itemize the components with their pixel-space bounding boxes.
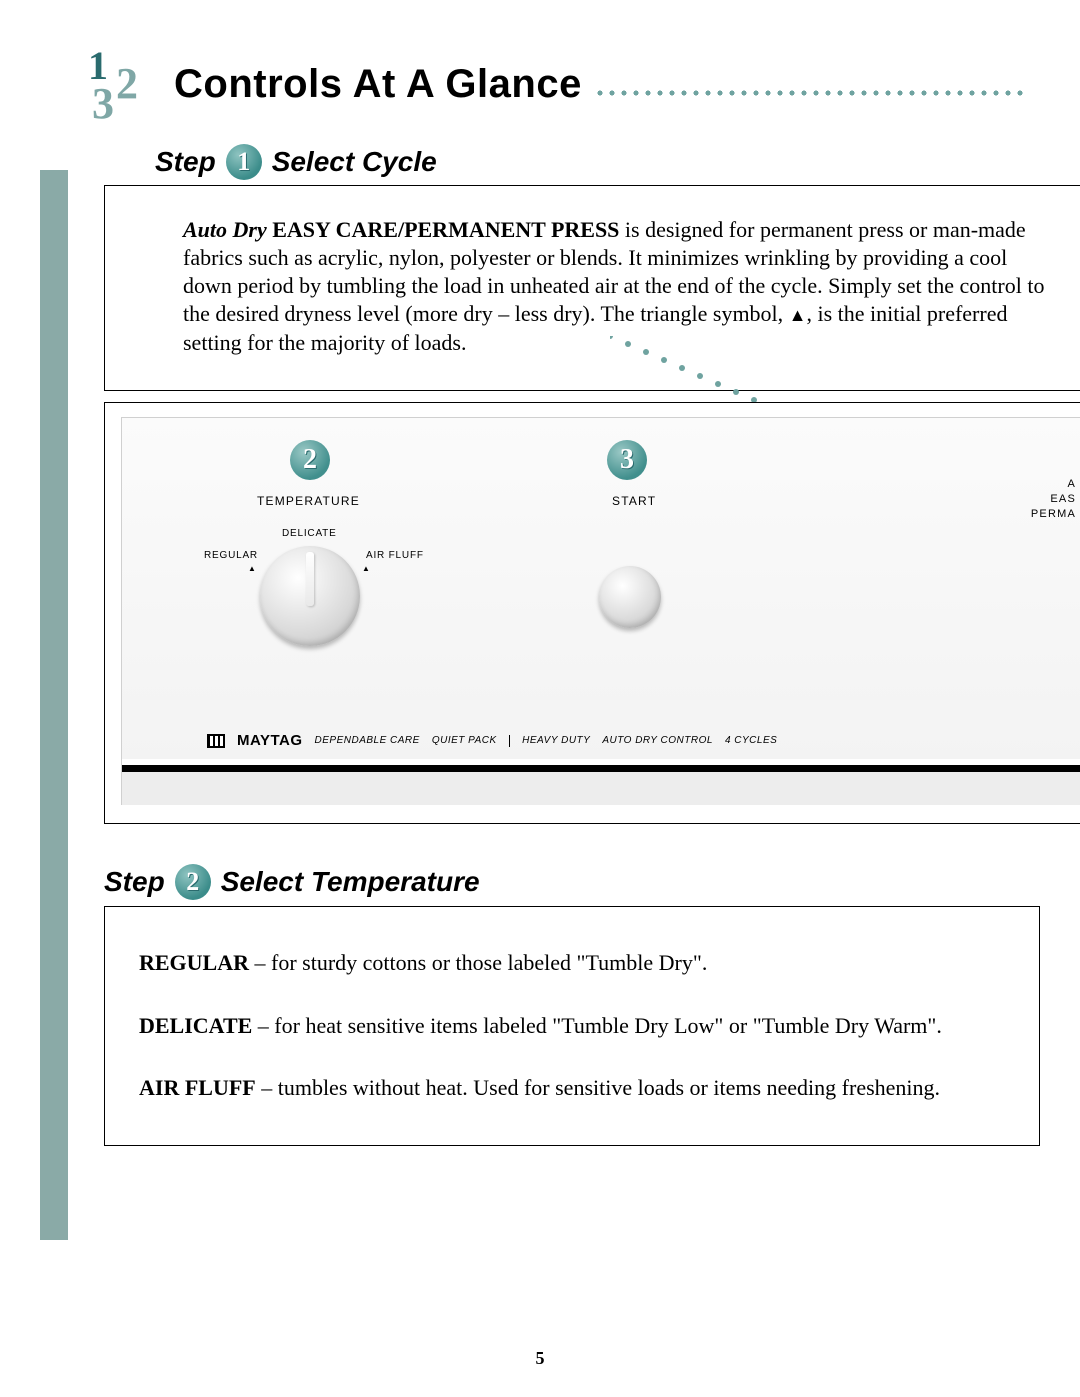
step1-label: Select Cycle [272,146,437,178]
airfluff-label: AIR FLUFF [366,550,424,561]
cutoff-a: A [1067,478,1076,490]
step2-word: Step [104,866,165,898]
step1-info-box: Auto Dry EASY CARE/PERMANENT PRESS is de… [104,185,1080,391]
title-dots-icon [594,88,1024,98]
logo-digit-2: 2 [116,58,138,109]
brand-sub-1: DEPENDABLE CARE [315,735,420,746]
step1-number: 1 [237,147,250,177]
tick-left-icon: ▲ [248,564,256,573]
step1-word: Step [155,146,216,178]
airfluff-desc: AIR FLUFF – tumbles without heat. Used f… [139,1074,1005,1103]
cutoff-perma: PERMA [1031,508,1076,520]
regular-text: – for sturdy cottons or those labeled "T… [249,950,707,975]
step1-heading: Step 1 Select Cycle [155,144,437,180]
panel-bottom-band [122,759,1080,805]
panel-badge-2-num: 2 [303,444,317,476]
page-title: Controls At A Glance [174,62,1024,107]
step2-number: 2 [186,867,199,897]
step1-lead-italic: Auto Dry [183,217,267,242]
panel-badge-3-num: 3 [620,444,634,476]
delicate-term: DELICATE [139,1013,252,1038]
triangle-icon: ▲ [789,305,807,325]
step1-lead-bold: EASY CARE/PERMANENT PRESS [267,217,620,242]
brand-divider-icon [509,735,511,747]
brand-logo-icon [207,734,225,748]
step1-badge-icon: 1 [226,144,262,180]
left-sidebar [40,170,68,1240]
step2-info-box: REGULAR – for sturdy cottons or those la… [104,906,1040,1146]
title-text: Controls At A Glance [174,62,582,106]
temperature-knob[interactable] [260,546,360,646]
control-panel-box: 2 3 TEMPERATURE START DELICATE REGULAR A… [104,402,1080,824]
airfluff-term: AIR FLUFF [139,1075,256,1100]
step2-badge-icon: 2 [175,864,211,900]
step1-paragraph: Auto Dry EASY CARE/PERMANENT PRESS is de… [183,216,1060,357]
brand-sub-2: QUIET PACK [432,735,497,746]
brand-name: MAYTAG [237,732,303,749]
regular-label: REGULAR [204,550,258,561]
panel-badge-2-icon: 2 [290,440,330,480]
cutoff-eas: EAS [1050,493,1076,505]
brand-sub-5: 4 CYCLES [725,735,777,746]
delicate-desc: DELICATE – for heat sensitive items labe… [139,1012,1005,1041]
airfluff-text: – tumbles without heat. Used for sensiti… [256,1075,940,1100]
logo-digit-3: 3 [92,78,114,129]
start-label: START [612,494,656,508]
step2-label: Select Temperature [221,866,480,898]
brand-sub-4: AUTO DRY CONTROL [602,735,713,746]
brand-row: MAYTAG DEPENDABLE CARE QUIET PACK HEAVY … [207,732,777,749]
page: 1 2 3 Controls At A Glance Step 1 Select… [0,0,1080,1397]
step2-heading: Step 2 Select Temperature [104,864,480,900]
brand-sub-3: HEAVY DUTY [522,735,590,746]
start-button[interactable] [599,566,661,628]
header: 1 2 3 Controls At A Glance [84,48,1024,120]
delicate-text: – for heat sensitive items labeled "Tumb… [252,1013,942,1038]
control-panel: 2 3 TEMPERATURE START DELICATE REGULAR A… [121,417,1080,805]
regular-desc: REGULAR – for sturdy cottons or those la… [139,949,1005,978]
panel-badge-3-icon: 3 [607,440,647,480]
delicate-label: DELICATE [282,528,337,539]
regular-term: REGULAR [139,950,249,975]
page-number: 5 [0,1348,1080,1369]
logo-123-icon: 1 2 3 [84,48,156,120]
temperature-label: TEMPERATURE [257,494,360,508]
tick-right-icon: ▲ [362,564,370,573]
